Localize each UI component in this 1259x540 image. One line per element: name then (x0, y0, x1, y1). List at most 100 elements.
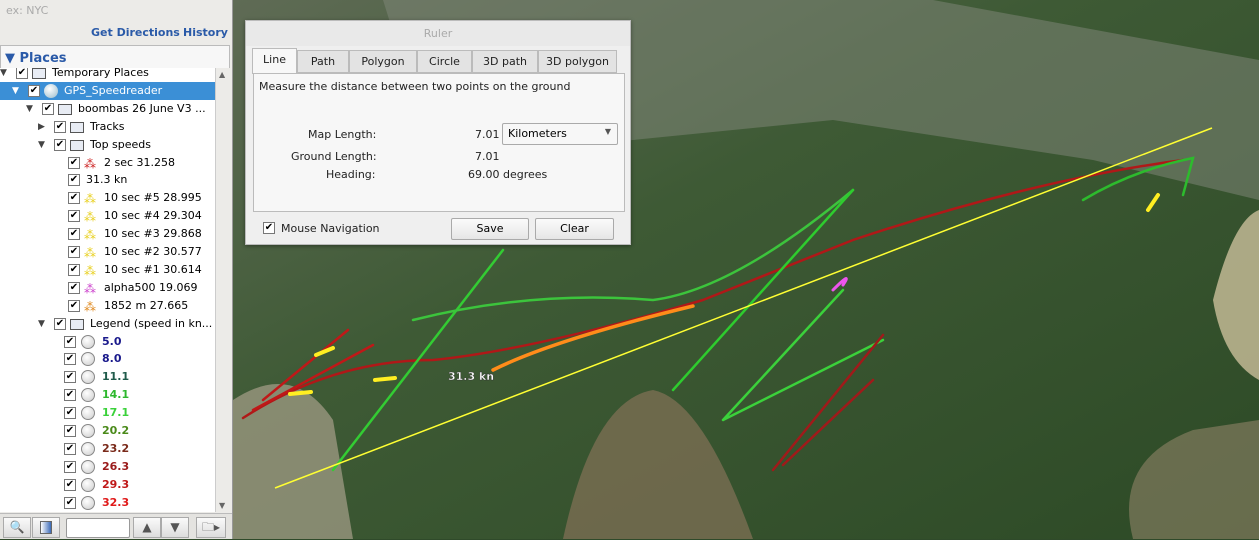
tab-line[interactable]: Line (252, 48, 297, 74)
tree-item-label: GPS_Speedreader (64, 83, 163, 97)
visibility-checkbox[interactable]: ✔ (64, 425, 76, 437)
save-button[interactable]: Save (451, 218, 529, 240)
tree-item[interactable]: ▼ ✔ boombas 26 June V3 ... (0, 100, 215, 118)
expand-down-icon[interactable]: ▼ (12, 85, 19, 96)
search-icon[interactable]: 🔍 (3, 517, 31, 538)
tree-item-label: 31.3 kn (86, 173, 128, 187)
expand-down-icon[interactable]: ▼ (38, 318, 45, 329)
tree-item[interactable]: ✔ ⁂ 2 sec 31.258 (0, 154, 215, 172)
visibility-checkbox[interactable]: ✔ (68, 210, 80, 223)
tree-item[interactable]: ▼ ✔ GPS_Speedreader (0, 81, 215, 100)
visibility-checkbox[interactable]: ✔ (28, 84, 40, 97)
visibility-checkbox[interactable]: ✔ (64, 407, 76, 420)
move-up-icon[interactable]: ▲ (133, 517, 161, 538)
map-canvas[interactable]: 31.3 kn (233, 0, 1259, 539)
tree-item-label: Top speeds (90, 137, 152, 151)
visibility-checkbox[interactable]: ✔ (54, 317, 66, 330)
placemark-yellow-icon: ⁂ (84, 263, 96, 278)
legend-value: 32.3 (102, 495, 130, 509)
tree-filter-input[interactable] (66, 518, 130, 538)
visibility-checkbox[interactable]: ✔ (68, 192, 80, 205)
tree-item[interactable]: ▶ ✔ Tracks (0, 118, 215, 136)
circle-icon (81, 459, 95, 474)
visibility-checkbox[interactable]: ✔ (64, 460, 76, 473)
tree-item[interactable]: ✔ ⁂ 10 sec #5 28.995 (0, 189, 215, 207)
legend-item[interactable]: ✔ 20.2 (0, 422, 215, 440)
sidebar: ex: NYC Get Directions History ▼ Places … (0, 0, 233, 539)
visibility-checkbox[interactable]: ✔ (42, 102, 54, 115)
search-input[interactable]: ex: NYC (0, 0, 232, 22)
tab-3d-polygon[interactable]: 3D polygon (538, 50, 617, 73)
expand-down-icon[interactable]: ▼ (26, 103, 33, 114)
mouse-navigation-checkbox[interactable]: ✔ (263, 222, 275, 234)
visibility-checkbox[interactable]: ✔ (64, 335, 76, 348)
legend-value: 20.2 (102, 424, 130, 437)
visibility-checkbox[interactable]: ✔ (68, 156, 80, 169)
legend-item[interactable]: ✔ 14.1 (0, 386, 215, 404)
unit-select[interactable]: Kilometers ▼ (502, 123, 618, 145)
visibility-checkbox[interactable]: ✔ (68, 174, 80, 187)
circle-icon (81, 406, 95, 421)
visibility-checkbox[interactable]: ✔ (68, 263, 80, 276)
placemark-yellow-icon: ⁂ (84, 228, 96, 243)
tree-item[interactable]: ▼ ✔ Legend (speed in kn... (0, 315, 215, 333)
visibility-checkbox[interactable]: ✔ (64, 478, 76, 491)
expand-down-icon[interactable]: ▼ (0, 68, 7, 78)
mouse-navigation-label[interactable]: Mouse Navigation (281, 222, 380, 235)
folder-menu-icon[interactable]: 🗀▸ (196, 517, 226, 538)
visibility-checkbox[interactable]: ✔ (54, 120, 66, 133)
tree-item[interactable]: ✔ ⁂ 10 sec #1 30.614 (0, 261, 215, 279)
tree-item[interactable]: ✔ ⁂ 10 sec #3 29.868 (0, 225, 215, 243)
legend-item[interactable]: ✔ 11.1 (0, 368, 215, 386)
visibility-checkbox[interactable]: ✔ (68, 299, 80, 312)
tree-item[interactable]: ✔ 31.3 kn (0, 171, 215, 189)
legend-item[interactable]: ✔ 8.0 (0, 350, 215, 368)
circle-icon (81, 424, 95, 438)
move-down-icon[interactable]: ▼ (161, 517, 189, 538)
tab-path[interactable]: Path (297, 50, 349, 73)
visibility-checkbox[interactable]: ✔ (16, 68, 28, 79)
legend-item[interactable]: ✔ 23.2 (0, 440, 215, 458)
legend-item[interactable]: ✔ 32.3 (0, 494, 215, 512)
legend-item[interactable]: ✔ 26.3 (0, 458, 215, 476)
tab-polygon[interactable]: Polygon (349, 50, 417, 73)
visibility-checkbox[interactable]: ✔ (64, 496, 76, 509)
island-area (563, 390, 753, 539)
tree-item[interactable]: ✔ ⁂ 10 sec #2 30.577 (0, 243, 215, 261)
legend-value: 11.1 (102, 370, 130, 384)
ruler-title[interactable]: Ruler (246, 21, 630, 46)
legend-item[interactable]: ✔ 17.1 (0, 404, 215, 422)
clear-button[interactable]: Clear (535, 218, 614, 240)
ruler-dialog: Ruler Line Path Polygon Circle 3D path 3… (245, 20, 631, 245)
track-red-3 (251, 328, 375, 412)
panel-toggle-icon[interactable] (32, 517, 60, 538)
visibility-checkbox[interactable]: ✔ (68, 246, 80, 258)
tree-item-label: Tracks (90, 119, 125, 133)
places-header[interactable]: ▼ Places (0, 45, 230, 70)
tree-item[interactable]: ▼ ✔ Top speeds (0, 136, 215, 154)
history-link[interactable]: History (183, 26, 228, 39)
tree-item[interactable]: ✔ ⁂ 1852 m 27.665 (0, 297, 215, 315)
visibility-checkbox[interactable]: ✔ (54, 138, 66, 151)
visibility-checkbox[interactable]: ✔ (68, 228, 80, 241)
tree-item-label: 2 sec 31.258 (104, 155, 176, 169)
tree-item[interactable]: ✔ ⁂ alpha500 19.069 (0, 279, 215, 297)
get-directions-link[interactable]: Get Directions (91, 26, 180, 39)
expand-down-icon[interactable]: ▼ (38, 139, 45, 150)
tree-item[interactable]: ▼ ✔ Temporary Places (0, 68, 215, 82)
expand-right-icon[interactable]: ▶ (38, 121, 45, 132)
visibility-checkbox[interactable]: ✔ (68, 281, 80, 294)
visibility-checkbox[interactable]: ✔ (64, 353, 76, 366)
map-view[interactable]: 31.3 kn (233, 0, 1259, 539)
gps-tracks (241, 156, 1195, 472)
visibility-checkbox[interactable]: ✔ (64, 371, 76, 384)
tab-circle[interactable]: Circle (417, 50, 472, 73)
visibility-checkbox[interactable]: ✔ (64, 389, 76, 402)
legend-item[interactable]: ✔ 5.0 (0, 333, 215, 351)
visibility-checkbox[interactable]: ✔ (64, 442, 76, 455)
tab-3d-path[interactable]: 3D path (472, 50, 538, 73)
tree-scrollbar[interactable]: ▲ ▼ (215, 68, 231, 512)
tree-item[interactable]: ✔ ⁂ 10 sec #4 29.304 (0, 207, 215, 225)
shore-area (1213, 210, 1259, 380)
legend-item[interactable]: ✔ 29.3 (0, 476, 215, 494)
